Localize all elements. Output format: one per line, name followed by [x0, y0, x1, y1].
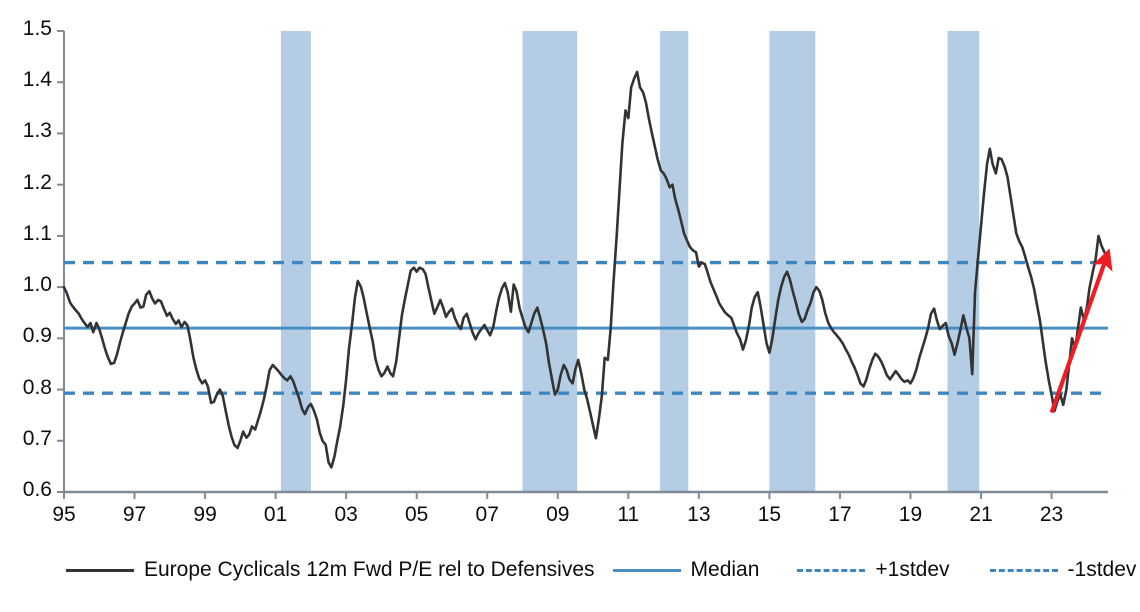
legend-item-label: +1stdev	[875, 558, 950, 581]
x-axis-tick-label: 19	[898, 503, 923, 526]
y-axis-tick-label: 1.3	[22, 119, 52, 143]
x-axis-tick-label: 99	[193, 503, 217, 526]
y-axis-tick-label: 0.8	[22, 375, 52, 399]
x-axis-tick-label: 07	[475, 503, 499, 526]
chart-legend: Europe Cyclicals 12m Fwd P/E rel to Defe…	[0, 548, 1140, 592]
legend-item-label: Median	[690, 558, 760, 581]
dashed-line-swatch-icon	[797, 568, 866, 572]
legend-item[interactable]: Median	[612, 558, 760, 582]
y-axis-tick-label: 1.0	[22, 273, 52, 297]
trend-arrow-annotation	[1049, 248, 1113, 414]
legend-item[interactable]: Europe Cyclicals 12m Fwd P/E rel to Defe…	[66, 558, 595, 582]
legend-item[interactable]: +1stdev	[797, 558, 950, 582]
legend-item-label: -1stdev	[1067, 558, 1137, 581]
dashed-line-swatch-icon	[989, 568, 1058, 572]
x-axis-tick-label: 95	[52, 503, 76, 526]
y-axis-tick-label: 1.5	[22, 17, 52, 40]
x-axis-tick-label: 01	[263, 503, 288, 526]
x-axis-tick-label: 03	[334, 503, 358, 526]
x-axis-tick-label: 11	[617, 503, 640, 526]
line-swatch-icon	[612, 568, 681, 572]
y-axis-tick-label: 0.9	[22, 324, 52, 348]
x-axis-tick-label: 05	[405, 503, 429, 526]
data-series-line	[62, 70, 1106, 469]
y-axis-tick-label: 0.7	[22, 426, 52, 450]
x-axis-tick-label: 09	[546, 503, 570, 526]
y-axis-tick-label: 1.1	[22, 221, 52, 245]
line-swatch-icon	[66, 568, 134, 572]
y-axis-tick-label: 0.6	[22, 478, 52, 501]
x-axis-tick-label: 21	[969, 503, 993, 526]
x-axis-tick-label: 13	[687, 503, 711, 526]
x-axis-tick-label: 23	[1039, 503, 1064, 526]
y-axis-tick-label: 1.2	[22, 170, 52, 194]
x-axis-tick-label: 15	[757, 503, 782, 526]
y-axis-tick-label: 1.4	[22, 68, 52, 92]
x-axis-tick-label: 97	[122, 503, 147, 526]
x-axis-tick-label: 17	[828, 503, 852, 526]
legend-item-label: Europe Cyclicals 12m Fwd P/E rel to Defe…	[144, 558, 595, 581]
legend-item[interactable]: -1stdev	[989, 558, 1137, 582]
